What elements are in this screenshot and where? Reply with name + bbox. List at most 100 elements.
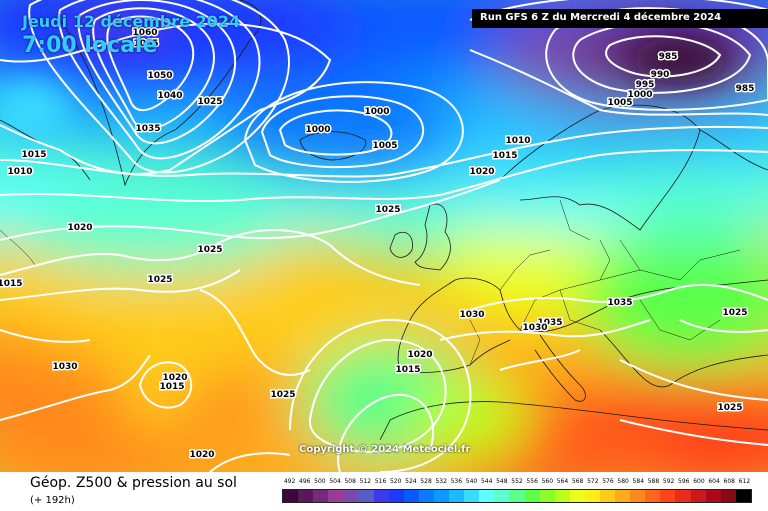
legend-swatch [418,490,434,502]
legend-swatch [358,490,374,502]
model-run-banner: Run GFS 6 Z du Mercredi 4 décembre 2024 [472,9,768,28]
isobar-label: 1005 [607,98,632,108]
legend-label: 568 [571,478,584,485]
legend-swatch [599,490,616,502]
isobar-label: 1025 [722,308,747,318]
legend-swatch [705,490,721,502]
legend-swatch [449,490,465,502]
isobar-label: 1020 [162,373,187,383]
isobar-label: 1025 [197,245,222,255]
isobar-label: 1015 [395,365,420,375]
isobar-label: 1005 [372,141,397,151]
legend-label: 588 [647,478,660,485]
legend-label: 552 [511,478,523,485]
legend-swatch [569,490,585,502]
isobar-label: 1025 [270,390,295,400]
legend-swatch [328,490,344,502]
isobar-label: 985 [659,52,678,62]
legend-label: 496 [299,478,311,485]
legend-swatch [735,490,751,502]
isobars [0,0,768,472]
isobar-label: 1010 [505,136,530,146]
isobar-label: 1000 [627,90,652,100]
isobar-label: 1000 [364,107,389,117]
isobar-label: 1040 [157,91,182,101]
copyright-notice: Copyright © 2024 Meteociel.fr [299,444,471,455]
legend-label: 532 [435,478,447,485]
legend-swatch [584,490,600,502]
legend-label: 580 [617,478,629,485]
isobar-label: 990 [651,70,670,80]
legend-swatch [539,490,555,502]
legend-swatch [660,490,676,502]
legend-swatch [630,490,646,502]
legend-labels: 492 496 500 504 508 512 516 520 524 528 532 536 540 5… [282,478,752,488]
legend-label: 528 [420,478,432,485]
legend-label: 504 [329,478,341,485]
isobar-label: 1015 [492,151,517,161]
isobar-label: 1025 [147,275,172,285]
legend-label: 508 [344,478,356,485]
isobar-label: 1020 [407,350,432,360]
isobar-label: 1025 [375,205,400,215]
legend-label: 536 [450,478,463,485]
legend-label: 540 [465,478,478,485]
isobar-label: 995 [636,80,655,90]
isobar-label: 1015 [159,382,184,392]
legend-swatch [615,490,631,502]
legend-swatch [675,490,691,502]
isobar-label: 1035 [135,124,160,134]
isobar-label: 1020 [67,223,92,233]
legend-label: 500 [314,478,326,485]
isobar-label: 1020 [469,167,494,177]
legend-label: 564 [556,478,569,485]
legend-swatch [313,490,329,502]
legend-swatch [645,490,661,502]
legend-swatch [373,490,389,502]
isobar-label: 1020 [189,450,214,460]
lead-time: (+ 192h) [30,495,75,506]
isobar-label: 1035 [537,318,562,328]
legend-label: 560 [541,478,554,485]
isobar-label: 1035 [607,298,632,308]
legend-label: 544 [480,478,493,485]
isobar-label: 1015 [21,150,46,160]
legend-swatch [509,490,525,502]
legend-swatch [554,490,570,502]
isobar-label: 1030 [522,323,547,333]
isobar-label: 985 [736,84,755,94]
isobar-label: 1025 [717,403,742,413]
legend-label: 512 [359,478,372,485]
legend-label: 608 [723,478,735,485]
isobar-label: 1050 [147,71,172,81]
legend-swatch [720,490,736,502]
isobar-label: 1010 [7,167,32,177]
legend-label: 576 [602,478,614,485]
legend-label: 556 [526,478,538,485]
legend-label: 612 [738,478,751,485]
legend-swatch [388,490,404,502]
isobar-label: 1025 [197,97,222,107]
forecast-time: 7:00 locale [22,33,158,58]
legend-swatch [343,490,359,502]
isobar-label: 1065 [133,39,158,49]
product-title: Géop. Z500 & pression au sol [30,475,237,491]
legend-label: 592 [662,478,675,485]
color-legend [282,489,752,503]
legend-label: 548 [496,478,508,485]
legend-swatch [524,490,540,502]
legend-swatch [464,490,480,502]
legend-label: 492 [283,478,296,485]
isobar-label: 1030 [459,310,484,320]
isobar-label: 1015 [0,279,23,289]
forecast-date: Jeudi 12 décembre 2024 [22,12,241,31]
isobar-label: 1030 [52,362,77,372]
legend-label: 572 [587,478,599,485]
geopotential-field [0,0,768,472]
legend-label: 584 [632,478,645,485]
legend-label: 596 [678,478,690,485]
legend-label: 520 [389,478,402,485]
